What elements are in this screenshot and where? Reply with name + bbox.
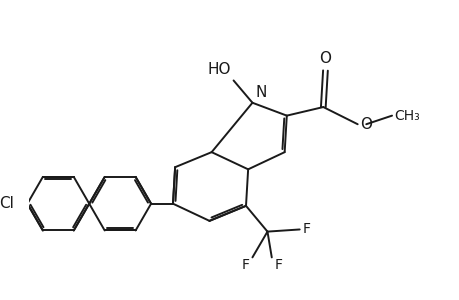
Text: F: F — [241, 258, 249, 272]
Text: O: O — [319, 51, 331, 66]
Text: HO: HO — [207, 62, 231, 77]
Text: Cl: Cl — [0, 196, 14, 211]
Text: F: F — [274, 258, 282, 272]
Text: N: N — [255, 85, 267, 100]
Text: CH₃: CH₃ — [393, 109, 419, 123]
Text: O: O — [359, 117, 371, 132]
Text: F: F — [302, 223, 309, 236]
